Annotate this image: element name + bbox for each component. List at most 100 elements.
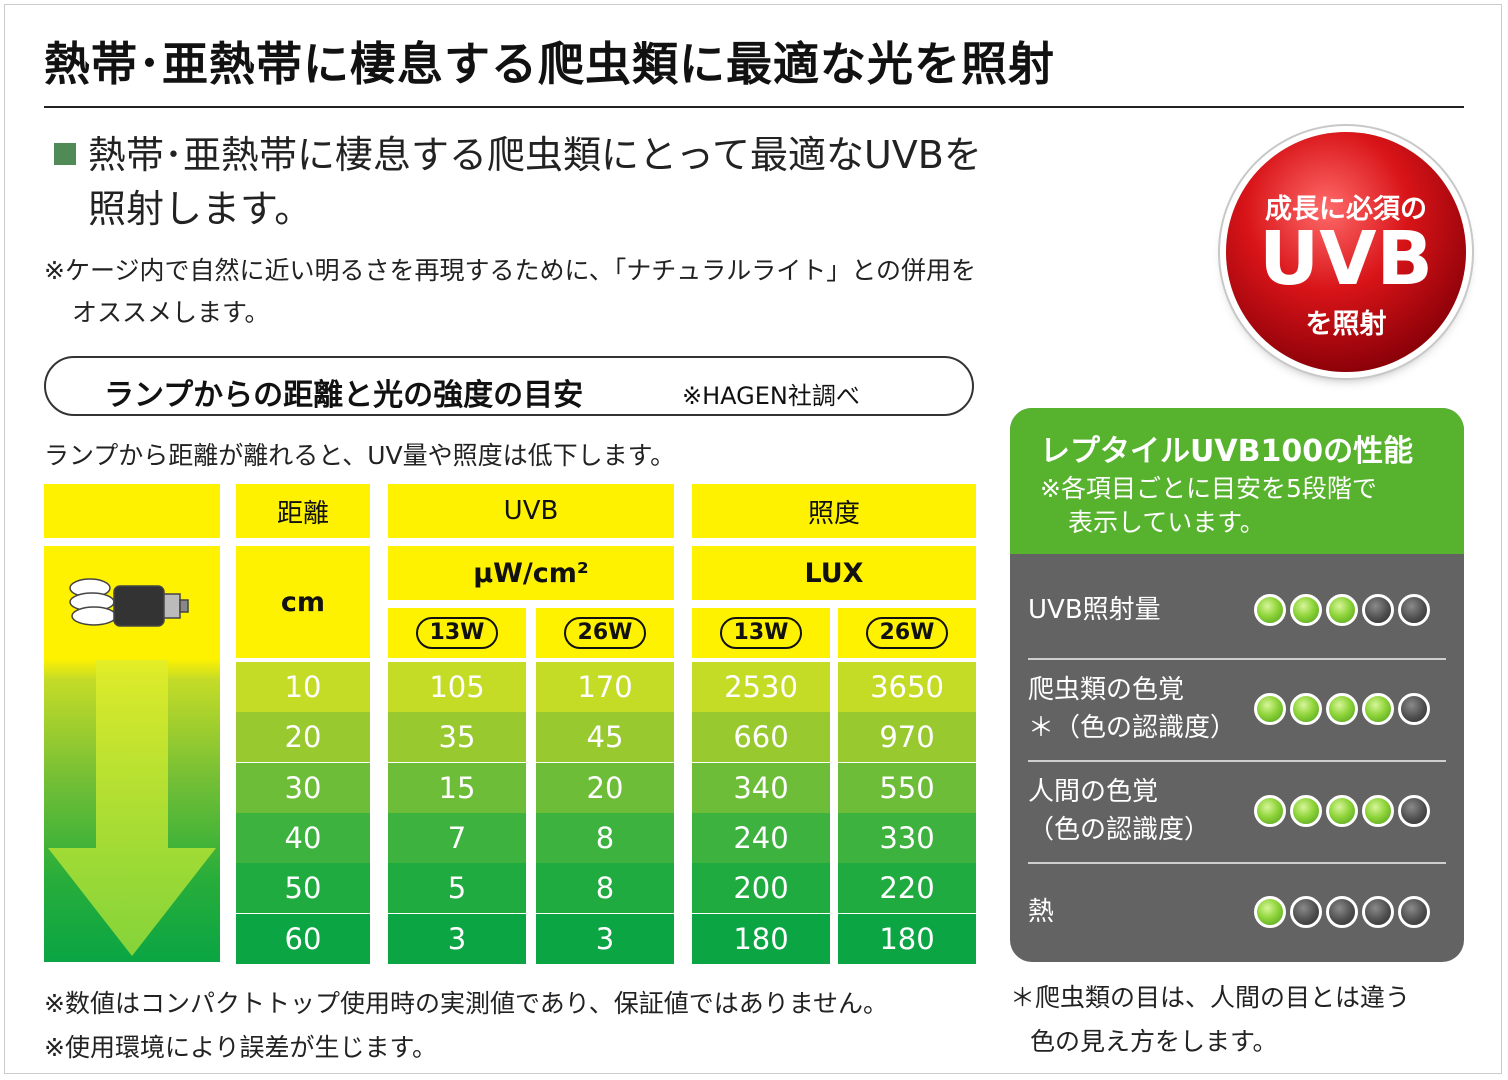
rating-dot-empty-icon xyxy=(1398,896,1430,928)
table-cell-lux26: 3650 xyxy=(838,662,976,712)
performance-row-label: 人間の色覚 （色の認識度） xyxy=(1028,773,1210,849)
uvb-badge: 成長に必須の UVB を照射 xyxy=(1226,132,1466,372)
page-frame xyxy=(4,4,1502,1074)
table-cell-lux26: 330 xyxy=(838,812,976,863)
rating-dot-filled-icon xyxy=(1254,693,1286,725)
down-arrow-icon xyxy=(48,660,216,956)
lead-line-2: 照射します。 xyxy=(88,187,313,231)
table-cell-lux13: 660 xyxy=(692,712,830,763)
table-cell-lux13: 180 xyxy=(692,913,830,964)
table-cell-uvb26: 3 xyxy=(536,913,674,964)
table-cell-lux26: 180 xyxy=(838,913,976,964)
performance-row-divider xyxy=(1028,760,1446,762)
rating-dot-filled-icon xyxy=(1362,693,1394,725)
lead-line-1: 熱帯･亜熱帯に棲息する爬虫類にとって最適なUVBを xyxy=(88,133,982,177)
performance-row-label-line-1: 熱 xyxy=(1028,897,1055,927)
bulb-icon xyxy=(69,578,189,627)
rating-dot-filled-icon xyxy=(1290,693,1322,725)
table-cell-uvb26: 8 xyxy=(536,812,674,863)
rating-dot-empty-icon xyxy=(1398,594,1430,626)
footnotes: ※数値はコンパクトトップ使用時の実測値であり、保証値ではありません。 ※使用環境… xyxy=(44,982,888,1070)
uvb-13w-cell: 13W xyxy=(388,608,526,658)
right-footnote: ＊爬虫類の目は、人間の目とは違う 色の見え方をします。 xyxy=(1010,976,1480,1064)
badge-main-text: UVB xyxy=(1259,216,1433,302)
rating-dot-filled-icon xyxy=(1326,594,1358,626)
table-cell-lux13: 340 xyxy=(692,762,830,813)
table-cell-uvb13: 3 xyxy=(388,913,526,964)
table-cell-lux26: 970 xyxy=(838,712,976,763)
table-cell-uvb13: 15 xyxy=(388,762,526,813)
footnote-line-2: ※使用環境により誤差が生じます。 xyxy=(44,1033,437,1062)
lux-13w-label: 13W xyxy=(719,617,803,649)
usage-note: ※ケージ内で自然に近い明るさを再現するために、「ナチュラルライト」との併用を オ… xyxy=(44,250,1144,334)
lux-group-header: 照度 xyxy=(692,484,976,538)
rating-dot-filled-icon xyxy=(1254,896,1286,928)
table-cell-lux13: 200 xyxy=(692,863,830,914)
uvb-26w-label: 26W xyxy=(563,617,647,649)
section-description: ランプから距離が離れると、UV量や照度は低下します。 xyxy=(44,441,676,470)
lux-unit: LUX xyxy=(692,546,976,600)
right-footnote-line-1: ＊爬虫類の目は、人間の目とは違う xyxy=(1010,983,1411,1012)
uvb-unit: μW/cm² xyxy=(388,546,674,600)
table-cell-uvb13: 7 xyxy=(388,812,526,863)
rating-dot-filled-icon xyxy=(1326,795,1358,827)
uvb-13w-label: 13W xyxy=(415,617,499,649)
performance-row-divider xyxy=(1028,862,1446,864)
performance-row: 人間の色覚 （色の認識度） xyxy=(1010,760,1464,862)
performance-row-label-line-1: 爬虫類の色覚 xyxy=(1028,675,1185,705)
performance-row-label-line-1: 人間の色覚 xyxy=(1028,777,1159,807)
table-cell-uvb26: 45 xyxy=(536,712,674,763)
performance-row: UVB照射量 xyxy=(1010,562,1464,658)
table-cell-cm: 30 xyxy=(236,762,370,813)
table-cell-lux26: 220 xyxy=(838,863,976,914)
performance-title: レプタイルUVB100の性能 xyxy=(1040,434,1414,469)
performance-row-label-line-2: ＊（色の認識度） xyxy=(1028,713,1237,743)
performance-row-label: 爬虫類の色覚 ＊（色の認識度） xyxy=(1028,671,1236,747)
badge-bottom-text: を照射 xyxy=(1305,309,1387,340)
performance-note-line-2: 表示しています。 xyxy=(1068,508,1265,537)
rating-dot-filled-icon xyxy=(1290,594,1322,626)
rating-dots xyxy=(1254,896,1430,928)
rating-dots xyxy=(1254,795,1430,827)
rating-dot-empty-icon xyxy=(1362,594,1394,626)
performance-note-line-1: ※各項目ごとに目安を5段階で xyxy=(1040,474,1377,503)
rating-dot-empty-icon xyxy=(1290,896,1322,928)
bullet-square-icon xyxy=(54,143,76,165)
table-cell-uvb13: 5 xyxy=(388,863,526,914)
title-divider xyxy=(44,106,1464,108)
performance-row: 熱 xyxy=(1010,862,1464,962)
footnote-line-1: ※数値はコンパクトトップ使用時の実測値であり、保証値ではありません。 xyxy=(44,989,888,1018)
table-cell-uvb26: 20 xyxy=(536,762,674,813)
rating-dot-empty-icon xyxy=(1398,795,1430,827)
performance-note: ※各項目ごとに目安を5段階で 表示しています。 xyxy=(1040,472,1377,540)
lux-13w-cell: 13W xyxy=(692,608,830,658)
table-cell-cm: 40 xyxy=(236,812,370,863)
rating-dot-filled-icon xyxy=(1362,795,1394,827)
lux-26w-cell: 26W xyxy=(838,608,976,658)
performance-row-label: UVB照射量 xyxy=(1028,591,1161,629)
table-cell-uvb13: 105 xyxy=(388,662,526,712)
page-title: 熱帯･亜熱帯に棲息する爬虫類に最適な光を照射 xyxy=(44,37,1055,91)
table-cell-lux13: 2530 xyxy=(692,662,830,712)
performance-row-label-line-2: （色の認識度） xyxy=(1028,815,1211,845)
table-cell-lux13: 240 xyxy=(692,812,830,863)
table-cell-uvb26: 8 xyxy=(536,863,674,914)
performance-header: レプタイルUVB100の性能 ※各項目ごとに目安を5段階で 表示しています。 xyxy=(1010,408,1464,554)
section-heading-frame xyxy=(44,356,974,416)
rating-dot-filled-icon xyxy=(1290,795,1322,827)
performance-row-label: 熱 xyxy=(1028,893,1054,931)
performance-row-label-line-1: UVB照射量 xyxy=(1028,595,1161,625)
uvb-header: UVB xyxy=(388,484,674,538)
table-cell-cm: 50 xyxy=(236,863,370,914)
table-cell-uvb13: 35 xyxy=(388,712,526,763)
rating-dot-empty-icon xyxy=(1398,693,1430,725)
right-footnote-line-2: 色の見え方をします。 xyxy=(1030,1027,1278,1056)
rating-dot-empty-icon xyxy=(1362,896,1394,928)
lux-26w-label: 26W xyxy=(865,617,949,649)
rating-dot-filled-icon xyxy=(1254,795,1286,827)
distance-header: 距離 xyxy=(236,484,370,538)
lead-text: 熱帯･亜熱帯に棲息する爬虫類にとって最適なUVBを 照射します。 xyxy=(88,128,1168,236)
usage-note-line-2: オススメします。 xyxy=(72,298,270,327)
section-title: ランプからの距離と光の強度の目安 xyxy=(104,378,584,413)
rating-dots xyxy=(1254,693,1430,725)
